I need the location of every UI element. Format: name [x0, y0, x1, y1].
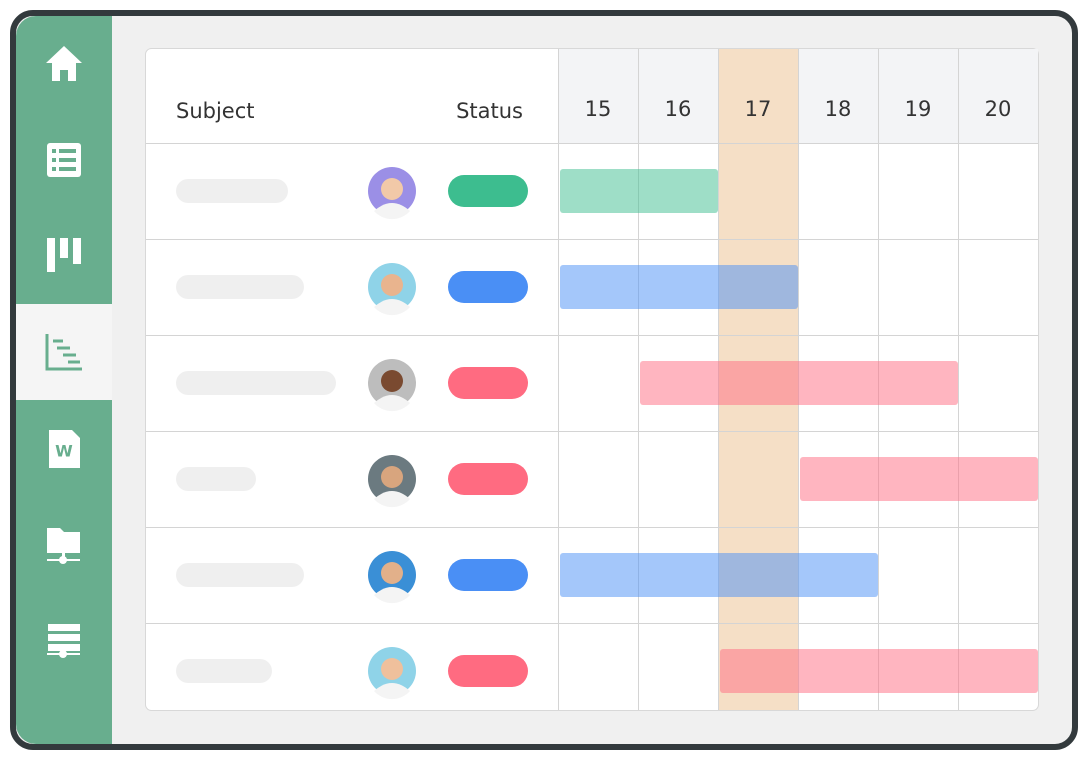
- avatar-face: [381, 178, 403, 200]
- subject-placeholder: [176, 563, 304, 587]
- avatar-face: [381, 562, 403, 584]
- day-header: [558, 49, 638, 143]
- gantt-bar: [560, 169, 718, 213]
- day-label: 16: [665, 97, 692, 121]
- avatar-face: [381, 370, 403, 392]
- icon-details: W: [52, 149, 76, 461]
- day-label: 19: [905, 97, 932, 121]
- day-header: [878, 49, 958, 143]
- gantt-bar: [560, 553, 878, 597]
- status-pill: [448, 559, 528, 591]
- day-header: [718, 49, 798, 143]
- card: [145, 48, 1039, 711]
- day-label: 15: [585, 97, 612, 121]
- subject-placeholder: [176, 275, 304, 299]
- avatar-face: [381, 274, 403, 296]
- status-header: Status: [456, 99, 523, 123]
- avatar-body: [374, 203, 410, 220]
- day-header: [638, 49, 718, 143]
- avatar-body: [374, 683, 410, 700]
- avatar-body: [374, 395, 410, 412]
- sidebar-icons[interactable]: [46, 46, 82, 658]
- avatar-face: [381, 466, 403, 488]
- sidebar-active[interactable]: [16, 304, 112, 400]
- day-header: [798, 49, 878, 143]
- subject-placeholder: [176, 659, 272, 683]
- avatar-body: [374, 299, 410, 316]
- subject-placeholder: [176, 467, 256, 491]
- status-pill: [448, 271, 528, 303]
- status-pill: [448, 463, 528, 495]
- status-pill: [448, 655, 528, 687]
- avatar-body: [374, 587, 410, 604]
- svg-text:W: W: [55, 442, 73, 461]
- gantt-bar: [640, 361, 958, 405]
- gantt-bar: [560, 265, 798, 309]
- today-column: [718, 143, 798, 710]
- gantt-bar: [720, 649, 1038, 693]
- subject-placeholder: [176, 179, 288, 203]
- day-label: 18: [825, 97, 852, 121]
- day-label: 17: [745, 97, 772, 121]
- subject-header: Subject: [176, 99, 255, 123]
- subject-placeholder: [176, 371, 336, 395]
- avatar-face: [381, 658, 403, 680]
- day-header: [958, 49, 1038, 143]
- gantt-bar: [800, 457, 1038, 501]
- status-pill: [448, 175, 528, 207]
- day-label: 20: [985, 97, 1012, 121]
- avatar-body: [374, 491, 410, 508]
- active-icon: [45, 334, 82, 371]
- status-pill: [448, 367, 528, 399]
